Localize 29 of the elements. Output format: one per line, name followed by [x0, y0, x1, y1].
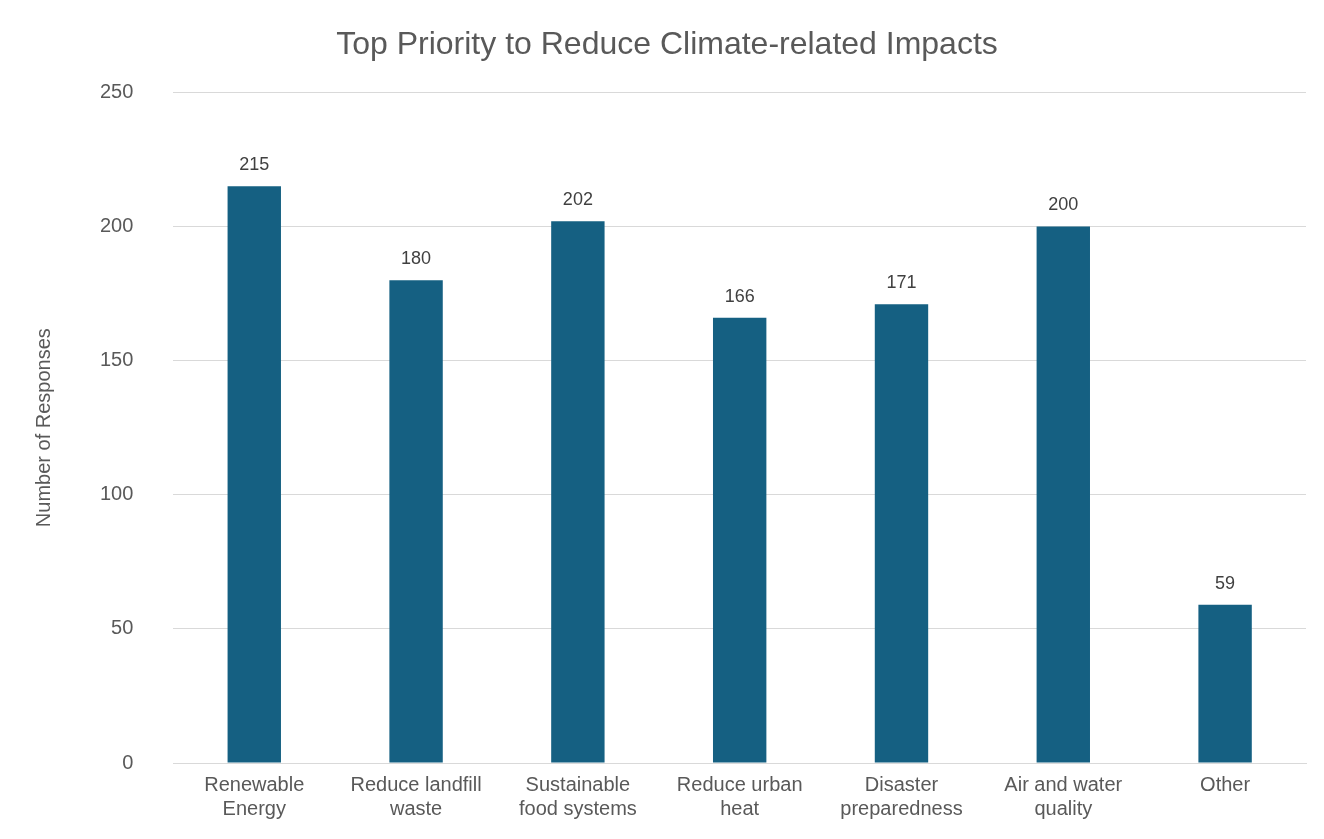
data-label: 180 — [401, 248, 432, 269]
y-tick-label: 200 — [99, 214, 134, 237]
data-label: 215 — [239, 154, 270, 175]
bar — [1198, 604, 1252, 763]
x-tick-label: Other — [1200, 772, 1251, 795]
data-label: 166 — [724, 285, 755, 306]
y-tick-label: 0 — [122, 750, 134, 773]
bar — [874, 304, 929, 763]
data-label: 59 — [1215, 572, 1236, 593]
chart-title: Top Priority to Reduce Climate-related Impacts — [336, 25, 998, 62]
data-label: 200 — [1048, 194, 1079, 215]
x-tick-label: Reduce landfill waste — [350, 772, 482, 819]
y-tick-label: 250 — [99, 79, 134, 102]
bar — [227, 186, 281, 763]
y-axis-title: Number of Responses — [31, 328, 54, 528]
bar — [389, 280, 443, 763]
bar — [712, 317, 767, 763]
x-tick-label: Disaster preparedness — [840, 772, 963, 819]
x-tick-label: Air and water quality — [1004, 772, 1123, 819]
x-tick-label: Sustainable food systems — [518, 772, 637, 819]
bar — [1036, 226, 1090, 763]
x-tick-label: Reduce urban heat — [676, 772, 803, 819]
data-label: 202 — [562, 189, 593, 210]
y-tick-label: 50 — [111, 616, 134, 639]
y-tick-label: 100 — [99, 482, 134, 505]
bar — [551, 221, 605, 763]
x-tick-label: Renewable Energy — [204, 772, 305, 819]
data-label: 171 — [886, 272, 917, 293]
y-tick-label: 150 — [99, 348, 134, 371]
